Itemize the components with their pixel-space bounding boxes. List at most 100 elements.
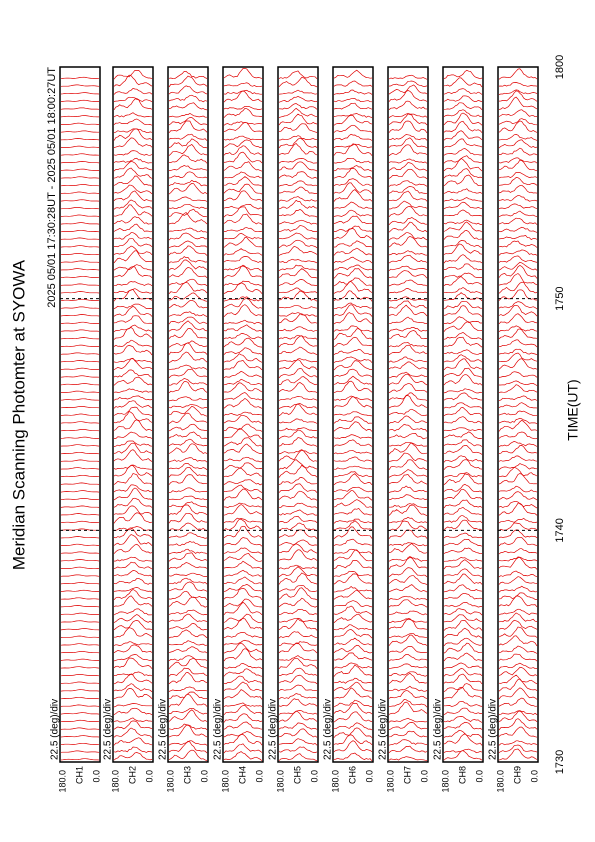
scan-trace [333,677,373,684]
scan-trace [113,96,153,103]
scan-trace [168,504,208,516]
scan-trace [278,549,318,561]
scan-trace [333,507,373,516]
scan-trace [443,652,483,662]
scan-trace [498,134,538,141]
scan-trace [443,729,483,738]
scan-trace [333,586,373,593]
scan-trace [498,653,538,662]
scan-trace [443,748,483,754]
scan-trace [223,601,263,616]
scan-trace [443,155,482,164]
scan-trace [168,364,208,371]
scan-trace [278,509,317,516]
scan-trace [113,641,153,646]
scan-trace [168,577,208,585]
scan-trace [168,532,208,539]
scan-trace [278,667,318,677]
scan-trace [333,573,373,585]
scan-trace [388,663,428,670]
scan-trace [278,313,318,324]
scan-trace [333,456,373,462]
scan-trace [443,374,483,386]
scan-trace [443,77,483,88]
scan-trace [498,473,538,485]
scan-trace [278,268,318,279]
scan-trace [333,687,373,699]
scan-trace [443,627,483,639]
scan-trace [498,674,538,685]
scan-trace [333,113,373,118]
scan-trace [168,154,208,164]
scan-trace [388,745,428,754]
scan-trace [333,699,373,708]
scan-trace [498,348,538,356]
scan-trace [113,620,153,631]
scan-trace [113,128,153,134]
scan-trace [388,543,428,554]
scan-trace [113,570,153,578]
scan-trace [333,605,373,616]
scan-trace [333,465,373,470]
scan-trace [498,419,538,432]
scan-trace [498,445,538,454]
scan-trace [388,690,428,699]
scan-trace [113,688,153,700]
scan-trace [113,175,153,187]
scan-trace [388,494,428,501]
scan-trace [443,686,483,699]
scan-trace [388,408,428,416]
scan-trace [279,209,318,218]
scan-trace [113,400,153,409]
scan-trace [60,459,100,462]
scan-trace [278,710,318,715]
scan-trace [223,296,263,302]
scan-trace [60,252,100,256]
scan-trace [168,378,208,386]
scan-trace [60,283,100,286]
scan-trace [388,250,428,256]
scan-trace [388,232,428,241]
scan-trace [498,301,538,310]
scan-trace [278,403,318,409]
scan-trace [113,614,153,623]
scan-trace [223,232,263,240]
scan-trace [443,532,483,539]
panel-bottom: 0.0 [199,770,209,783]
scan-trace [388,113,428,126]
scan-trace [388,423,428,432]
scan-trace [333,662,373,669]
scan-trace [388,265,428,271]
scan-trace [168,522,208,532]
scan-trace [388,722,428,731]
scan-trace [223,67,263,79]
scan-trace [333,644,373,654]
scan-trace [443,602,483,608]
scan-trace [333,589,373,600]
scan-trace [333,182,373,194]
scan-trace [223,256,263,263]
scan-trace [333,526,373,539]
scan-trace [223,518,263,531]
scan-trace [278,587,318,601]
scan-trace [498,710,538,715]
scan-trace [443,201,483,210]
scan-trace [333,201,373,209]
scan-trace [113,737,153,746]
scan-trace [223,663,263,670]
scan-trace [278,490,318,501]
scan-trace [388,618,428,630]
scan-trace [333,80,373,87]
scan-trace [278,418,318,424]
scan-trace [498,466,538,478]
scan-trace [223,337,263,348]
scan-trace [113,281,153,287]
scan-trace [113,339,153,348]
scan-trace [498,645,538,654]
scan-trace [443,416,483,424]
scan-trace [223,282,263,294]
scan-trace [60,360,100,363]
scan-trace [333,473,373,486]
scan-trace [60,436,100,439]
scan-trace [60,398,100,401]
